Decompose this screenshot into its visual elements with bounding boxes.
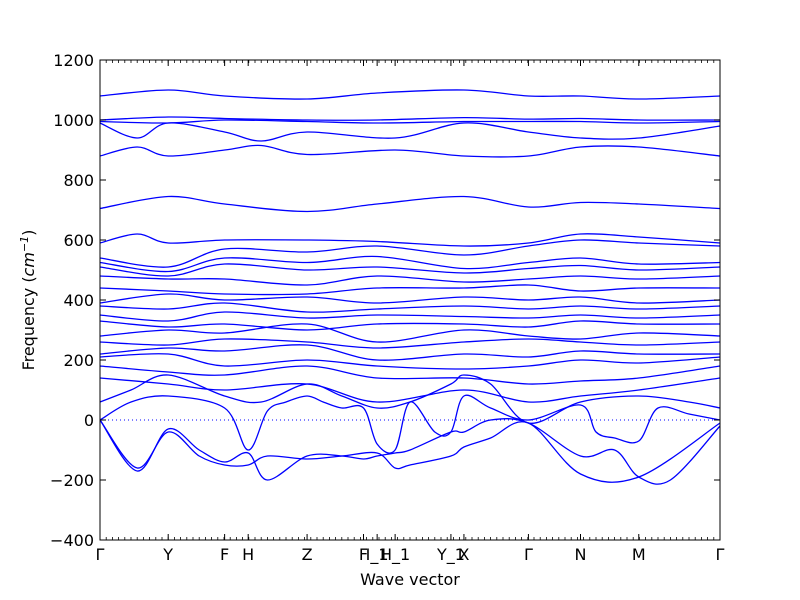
plot-frame [99,59,721,541]
band-line-5 [99,144,721,158]
band-line-3 [99,119,721,124]
x-axis-ticks: Γ Y F H Z FI_1H_1 Y_1X Γ N M Γ [96,60,725,565]
band-line-10 [99,263,721,277]
y-tick-label: 600 [63,231,94,250]
y-tick-label: −200 [50,471,94,490]
band-line-19 [99,344,721,361]
band-line-16 [99,320,721,331]
band-line-14 [99,302,721,313]
y-tick-label: 1200 [53,51,94,70]
y-tick-label: 1000 [53,111,94,130]
x-tick-label: N [575,545,587,564]
x-tick-label: Γ [96,545,105,564]
y-tick-label: 200 [63,351,94,370]
y-tick-label: −400 [50,531,94,550]
band-line-11 [99,275,721,286]
x-tick-label: H_1 [380,545,410,565]
x-tick-label: Y [162,545,173,564]
band-line-9 [99,255,721,273]
y-axis-title: Frequency (cm−1) [18,230,39,371]
band-line-6 [99,195,721,213]
x-tick-label: I_1 [366,545,389,565]
band-line-15 [99,311,721,322]
band-line-26 [99,418,721,485]
band-line-8 [99,239,721,268]
band-line-20 [99,353,721,370]
x-tick-label: F [359,545,368,564]
band-line-1 [99,89,721,100]
band-line-24 [99,394,721,454]
x-tick-label: Y_1 [436,545,465,565]
band-line-7 [99,233,721,247]
band-line-18 [99,338,721,349]
x-tick-label: Z [302,545,313,564]
band-line-21 [99,365,721,385]
x-tick-label: F [220,545,229,564]
y-tick-label: 0 [84,411,94,430]
x-tick-label: Γ [716,545,725,564]
band-line-12 [99,284,721,296]
x-axis-title: Wave vector [360,570,460,589]
series-layer [99,89,721,485]
band-line-17 [99,323,721,343]
band-line-13 [99,293,721,304]
band-line-4 [99,122,721,142]
x-tick-label: H [242,545,254,564]
x-tick-label: M [632,545,646,564]
band-line-25 [99,419,721,483]
band-line-22 [99,377,721,403]
y-tick-label: 400 [63,291,94,310]
y-tick-label: 800 [63,171,94,190]
x-tick-label: X [458,545,469,564]
band-line-2 [99,116,721,121]
y-axis-ticks: −400 −200 0 200 400 600 800 1000 1200 [50,51,720,550]
x-tick-label: Γ [524,545,533,564]
